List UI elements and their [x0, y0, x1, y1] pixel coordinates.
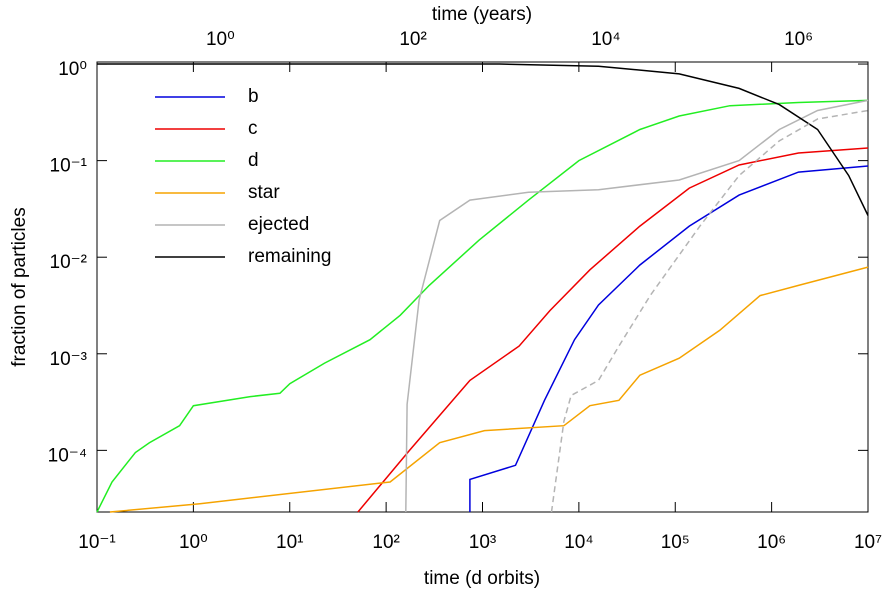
x-tick-label: 10⁷: [854, 532, 882, 553]
legend-label: star: [248, 182, 280, 203]
legend-label: ejected: [248, 214, 309, 235]
y-tick-label: 10⁻²: [50, 252, 88, 273]
y-tick-label: 10⁻³: [50, 349, 88, 370]
y-axis-label: fraction of particles: [9, 207, 30, 366]
legend-label: d: [248, 150, 259, 171]
x2-axis-label: time (years): [432, 4, 532, 25]
x-tick-label: 10¹: [276, 532, 303, 553]
y-tick-label: 10⁰: [58, 59, 87, 80]
x-tick-label: 10⁶: [757, 532, 786, 553]
x2-tick-label: 10⁰: [206, 29, 235, 50]
legend-label: c: [248, 118, 258, 139]
series-line: [357, 147, 869, 513]
x-tick-label: 10⁵: [661, 532, 690, 553]
series-line: [97, 63, 869, 216]
x-axis-label: time (d orbits): [424, 568, 540, 589]
series-line: [405, 99, 869, 513]
y-tick-label: 10⁻¹: [50, 156, 88, 177]
x2-tick-label: 10⁶: [784, 29, 813, 50]
x-tick-label: 10⁰: [179, 532, 208, 553]
y-tick-label: 10⁻⁴: [48, 445, 87, 466]
legend-label: b: [248, 86, 259, 107]
x-tick-label: 10²: [372, 532, 399, 553]
series-line: [469, 165, 869, 512]
x2-tick-label: 10²: [399, 29, 426, 50]
x-tick-label: 10⁴: [564, 532, 593, 553]
series-line: [96, 99, 869, 513]
x-tick-label: 10⁻¹: [78, 532, 116, 553]
x2-tick-label: 10⁴: [591, 29, 620, 50]
x-tick-label: 10³: [469, 532, 496, 553]
legend-label: remaining: [248, 246, 331, 267]
series-line: [109, 266, 869, 513]
